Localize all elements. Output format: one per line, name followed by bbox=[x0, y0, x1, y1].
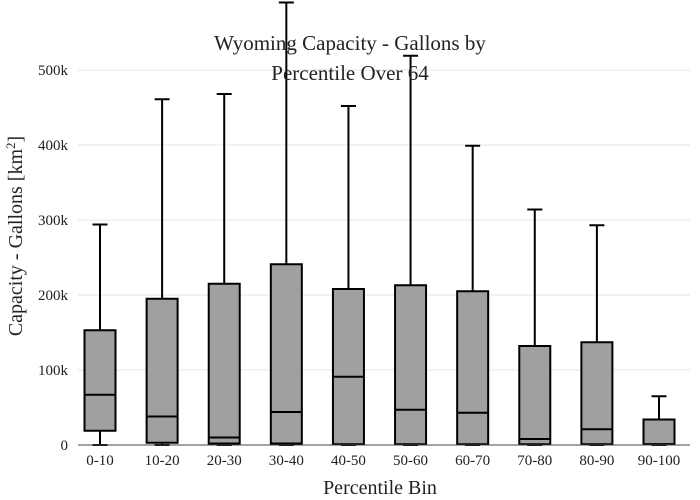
x-tick-label: 90-100 bbox=[638, 453, 681, 469]
iqr-box bbox=[145, 297, 179, 444]
box-group-10-20 bbox=[145, 98, 179, 446]
x-axis-title: Percentile Bin bbox=[323, 477, 437, 499]
y-tick-label: 400k bbox=[38, 138, 69, 154]
box-group-80-90 bbox=[580, 224, 614, 446]
box-group-0-10 bbox=[83, 223, 117, 446]
box-group-60-70 bbox=[456, 144, 490, 446]
iqr-box bbox=[456, 290, 490, 446]
box-series bbox=[83, 1, 676, 446]
y-axis-title-main: Capacity - Gallons [km bbox=[5, 149, 27, 337]
chart-title-line-1: Wyoming Capacity - Gallons by bbox=[214, 31, 486, 55]
y-tick-label: 500k bbox=[38, 63, 69, 79]
x-tick-label: 20-30 bbox=[207, 453, 242, 469]
iqr-box bbox=[580, 341, 614, 446]
tick-labels: 0 100k 200k 300k 400k 500k 0-10 10-20 20-30 30-40… bbox=[38, 63, 680, 469]
x-tick-label: 50-60 bbox=[393, 453, 428, 469]
y-axis-title: Capacity - Gallons [km2] bbox=[3, 136, 27, 336]
y-tick-label: 200k bbox=[38, 288, 69, 304]
x-tick-label: 60-70 bbox=[455, 453, 490, 469]
iqr-box bbox=[518, 345, 552, 446]
iqr-box bbox=[394, 284, 428, 446]
y-tick-label: 300k bbox=[38, 213, 69, 229]
box-group-90-100 bbox=[642, 395, 676, 446]
x-tick-label: 30-40 bbox=[269, 453, 304, 469]
x-tick-label: 70-80 bbox=[517, 453, 552, 469]
iqr-box bbox=[642, 418, 676, 446]
box-group-50-60 bbox=[394, 54, 428, 446]
box-group-40-50 bbox=[331, 105, 365, 446]
iqr-box bbox=[207, 282, 241, 445]
y-axis-title-superscript: 2 bbox=[3, 142, 18, 149]
iqr-box bbox=[83, 329, 117, 432]
x-tick-label: 40-50 bbox=[331, 453, 366, 469]
box-group-20-30 bbox=[207, 93, 241, 446]
box-group-30-40 bbox=[269, 1, 303, 446]
chart-title-line-2: Percentile Over 64 bbox=[271, 61, 429, 85]
x-tick-label: 0-10 bbox=[86, 453, 114, 469]
iqr-box bbox=[269, 263, 303, 445]
y-tick-label: 100k bbox=[38, 363, 69, 379]
iqr-box bbox=[331, 288, 365, 446]
y-tick-label: 0 bbox=[61, 438, 69, 454]
box-group-70-80 bbox=[518, 208, 552, 446]
x-tick-label: 10-20 bbox=[145, 453, 180, 469]
y-axis-title-end: ] bbox=[5, 136, 27, 143]
x-tick-label: 80-90 bbox=[579, 453, 614, 469]
